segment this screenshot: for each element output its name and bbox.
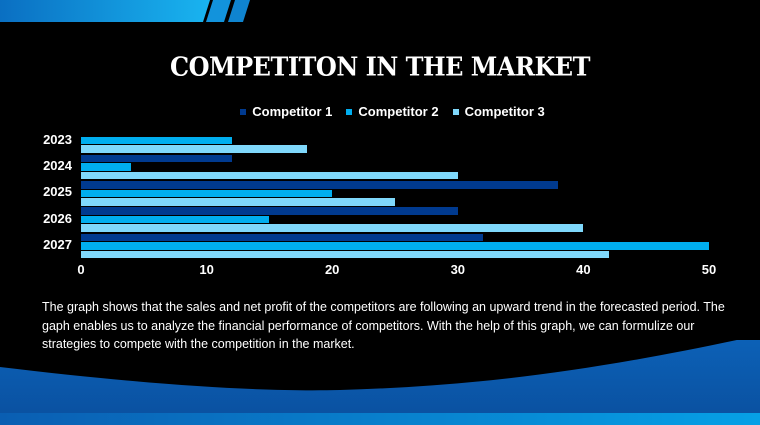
- bar-chart: 2023 2024 2025 2026 2027 0 10 20 30 40 50: [43, 131, 717, 277]
- bar-competitor-2-2023: [81, 136, 232, 145]
- x-axis-tick-label: 20: [324, 262, 340, 277]
- top-banner-decoration: [0, 0, 250, 22]
- bar-competitor-2-2025: [81, 189, 333, 198]
- bar-competitor-2-2026: [81, 215, 270, 224]
- bottom-wave-decoration: [0, 340, 760, 425]
- y-axis-label: 2027: [43, 237, 72, 252]
- x-axis-tick-label: 10: [199, 262, 214, 277]
- x-axis-tick-label: 30: [450, 262, 466, 277]
- chart-legend: Competitor 1 Competitor 2 Competitor 3: [0, 104, 760, 119]
- bar-competitor-3-2025: [81, 198, 395, 206]
- legend-swatch-icon: [346, 108, 353, 115]
- legend-swatch-icon: [452, 108, 459, 115]
- slide-title: COMPETITON IN THE MARKET: [170, 50, 590, 83]
- y-axis-label: 2023: [43, 131, 72, 147]
- legend-item-competitor-3: Competitor 3: [452, 104, 545, 119]
- legend-item-competitor-1: Competitor 1: [240, 104, 332, 119]
- y-axis-label: 2024: [43, 158, 72, 174]
- bar-competitor-1-2025: [81, 181, 559, 189]
- bar-competitor-2-2024: [81, 163, 132, 171]
- chart-description: The graph shows that the sales and net p…: [42, 300, 725, 351]
- x-axis-tick-label: 40: [576, 262, 591, 277]
- legend-label: Competitor 3: [464, 104, 545, 119]
- bar-competitor-2-2027: [81, 242, 709, 250]
- x-axis-tick-label: 0: [77, 262, 85, 277]
- bar-competitor-3-2023: [81, 145, 308, 153]
- legend-swatch-icon: [240, 108, 247, 115]
- legend-item-competitor-2: Competitor 2: [346, 104, 439, 119]
- bar-competitor-3-2027: [81, 250, 609, 259]
- legend-label: Competitor 2: [358, 104, 439, 119]
- bar-competitor-1-2026: [81, 207, 458, 215]
- bar-competitor-1-2024: [81, 154, 232, 163]
- bar-competitor-1-2027: [81, 233, 483, 242]
- x-axis-tick-label: 50: [701, 262, 717, 277]
- bar-competitor-3-2024: [81, 171, 458, 180]
- legend-label: Competitor 1: [252, 104, 333, 119]
- y-axis-label: 2025: [43, 184, 72, 200]
- y-axis-label: 2026: [43, 210, 72, 226]
- bar-competitor-3-2026: [81, 224, 584, 232]
